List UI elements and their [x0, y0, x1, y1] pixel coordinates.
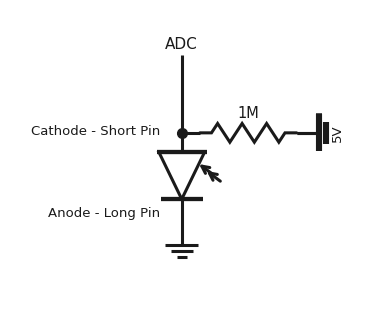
Text: 1M: 1M	[238, 106, 259, 121]
Text: 5V: 5V	[332, 124, 344, 142]
Text: Cathode - Short Pin: Cathode - Short Pin	[31, 125, 161, 138]
Text: ADC: ADC	[165, 37, 198, 52]
Text: Anode - Long Pin: Anode - Long Pin	[48, 207, 161, 220]
